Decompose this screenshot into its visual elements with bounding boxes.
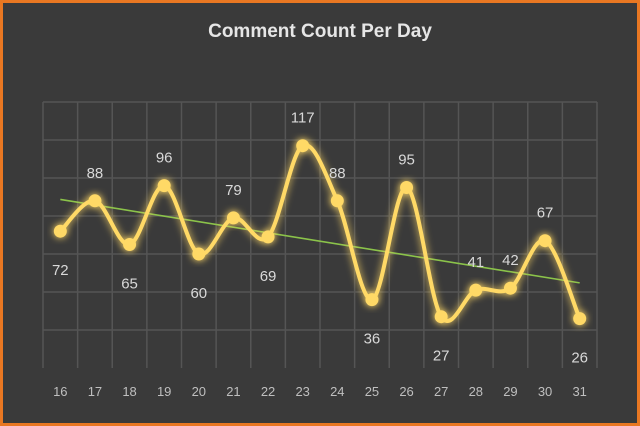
data-point xyxy=(330,194,344,208)
data-point xyxy=(192,247,206,261)
x-tick-label: 17 xyxy=(88,384,102,399)
data-label: 95 xyxy=(398,152,415,169)
data-point xyxy=(88,194,102,208)
data-point xyxy=(261,230,275,244)
data-label: 26 xyxy=(571,350,588,367)
data-point xyxy=(538,234,552,248)
gridlines xyxy=(42,101,598,368)
data-label: 88 xyxy=(87,165,104,182)
data-label: 72 xyxy=(52,262,69,279)
data-point xyxy=(400,181,414,194)
x-tick-label: 28 xyxy=(469,384,483,399)
series-path xyxy=(58,143,582,323)
x-tick-label: 18 xyxy=(122,384,136,399)
x-tick-label: 25 xyxy=(365,384,379,399)
data-labels: 72 88 65 96 60 79 69 117 88 36 95 27 41 42 67 26 xyxy=(52,110,588,367)
x-tick-label: 22 xyxy=(261,384,275,399)
x-tick-label: 26 xyxy=(399,384,413,399)
x-tick-label: 29 xyxy=(503,384,517,399)
x-tick-label: 27 xyxy=(434,384,448,399)
x-axis-ticks: 16 17 18 19 20 21 22 23 24 25 26 27 28 29 30 31 xyxy=(53,384,587,399)
data-label: 88 xyxy=(329,165,346,182)
data-point xyxy=(226,211,240,225)
data-point xyxy=(296,139,310,153)
data-point xyxy=(123,238,137,251)
data-label: 41 xyxy=(467,254,484,271)
x-tick-label: 20 xyxy=(192,384,206,399)
data-label: 60 xyxy=(190,285,207,302)
x-tick-label: 24 xyxy=(330,384,344,399)
data-label: 65 xyxy=(121,276,138,293)
x-tick-label: 16 xyxy=(53,384,67,399)
data-label: 69 xyxy=(260,268,277,285)
data-point xyxy=(365,293,379,307)
data-point xyxy=(469,283,483,297)
x-tick-label: 30 xyxy=(538,384,552,399)
x-tick-label: 23 xyxy=(295,384,309,399)
data-point xyxy=(53,224,67,238)
x-tick-label: 19 xyxy=(157,384,171,399)
data-label: 79 xyxy=(225,182,242,199)
data-label: 96 xyxy=(156,150,173,167)
data-point xyxy=(503,281,517,295)
data-points xyxy=(53,139,587,326)
x-tick-label: 21 xyxy=(226,384,240,399)
data-label: 27 xyxy=(433,348,450,365)
x-tick-label: 31 xyxy=(572,384,586,399)
data-label: 36 xyxy=(364,331,381,348)
series-line xyxy=(58,143,582,323)
data-label: 117 xyxy=(291,110,315,127)
data-point xyxy=(573,312,587,326)
data-point xyxy=(434,310,448,324)
data-point xyxy=(157,179,171,193)
data-label: 67 xyxy=(537,205,554,222)
chart-title: Comment Count Per Day xyxy=(208,21,432,42)
data-label: 42 xyxy=(502,252,519,269)
